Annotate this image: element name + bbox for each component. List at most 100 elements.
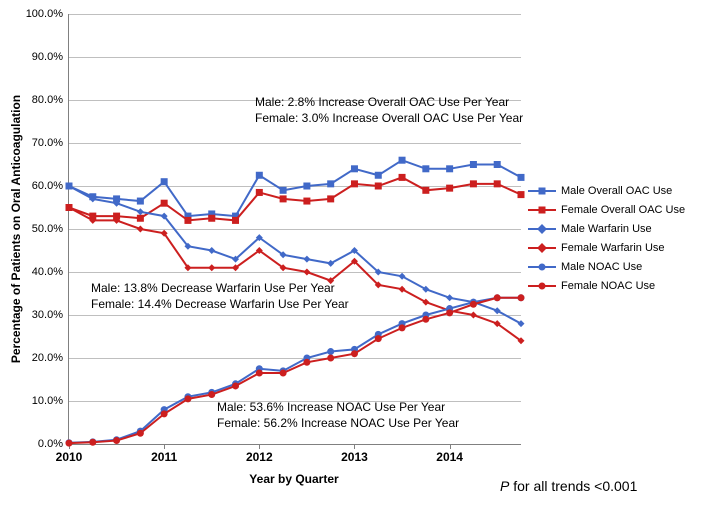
y-tick-label: 40.0% [32, 266, 63, 278]
y-tick-label: 100.0% [26, 8, 63, 20]
legend-label: Female NOAC Use [561, 280, 655, 292]
series-marker [280, 370, 287, 377]
x-tick-label: 2014 [436, 450, 463, 464]
series-marker [327, 348, 334, 355]
legend-marker-icon [539, 188, 546, 195]
series-marker [470, 161, 477, 168]
series-marker [446, 185, 453, 192]
series-marker [351, 350, 358, 357]
legend-label: Female Overall OAC Use [561, 204, 685, 216]
p-value-footnote: P for all trends <0.001 [500, 478, 637, 494]
series-marker [137, 226, 144, 233]
chart-container: 0.0%10.0%20.0%30.0%40.0%50.0%60.0%70.0%8… [0, 0, 709, 515]
legend-marker-icon [539, 283, 546, 290]
series-marker [303, 359, 310, 366]
x-tick-mark [450, 444, 451, 449]
y-tick-label: 80.0% [32, 94, 63, 106]
series-marker [375, 183, 382, 190]
legend-item-male_warfarin: Male Warfarin Use [528, 223, 685, 235]
series-marker [232, 382, 239, 389]
y-tick-label: 70.0% [32, 137, 63, 149]
legend: Male Overall OAC Use Female Overall OAC U… [528, 185, 685, 299]
series-marker [303, 183, 310, 190]
series-marker [399, 324, 406, 331]
series-marker [375, 335, 382, 342]
series-marker [470, 312, 477, 319]
series-marker [208, 247, 215, 254]
series-marker [303, 269, 310, 276]
series-marker [327, 180, 334, 187]
series-marker [137, 215, 144, 222]
y-tick-label: 0.0% [38, 438, 63, 450]
legend-marker-icon [537, 243, 547, 253]
x-tick-label: 2010 [56, 450, 83, 464]
series-marker [303, 198, 310, 205]
series-marker [208, 264, 215, 271]
x-axis-label: Year by Quarter [249, 472, 338, 486]
series-marker [422, 187, 429, 194]
series-marker [446, 294, 453, 301]
series-marker [161, 178, 168, 185]
series-marker [256, 370, 263, 377]
series-marker [518, 174, 525, 181]
series-marker [327, 355, 334, 362]
y-tick-label: 90.0% [32, 51, 63, 63]
plot-area: 0.0%10.0%20.0%30.0%40.0%50.0%60.0%70.0%8… [68, 14, 521, 445]
legend-label: Female Warfarin Use [561, 242, 665, 254]
series-marker [208, 391, 215, 398]
series-marker [470, 180, 477, 187]
series-marker [303, 256, 310, 263]
legend-swatch [528, 266, 556, 268]
x-tick-label: 2013 [341, 450, 368, 464]
series-marker [137, 198, 144, 205]
series-marker [327, 195, 334, 202]
series-marker [446, 309, 453, 316]
legend-swatch [528, 209, 556, 211]
legend-item-female_noac: Female NOAC Use [528, 280, 685, 292]
series-marker [280, 187, 287, 194]
legend-item-female_warfarin: Female Warfarin Use [528, 242, 685, 254]
legend-swatch [528, 190, 556, 192]
series-marker [351, 165, 358, 172]
series-marker [184, 395, 191, 402]
footnote-text: for all trends <0.001 [509, 478, 637, 494]
annotation: Male: 53.6% Increase NOAC Use Per YearFe… [217, 399, 459, 431]
legend-item-female_overall: Female Overall OAC Use [528, 204, 685, 216]
y-tick-label: 60.0% [32, 180, 63, 192]
series-marker [375, 172, 382, 179]
x-tick-label: 2012 [246, 450, 273, 464]
x-tick-mark [164, 444, 165, 449]
series-marker [494, 180, 501, 187]
series-marker [422, 165, 429, 172]
legend-item-male_overall: Male Overall OAC Use [528, 185, 685, 197]
legend-marker-icon [539, 207, 546, 214]
x-tick-mark [259, 444, 260, 449]
series-marker [208, 215, 215, 222]
series-marker [161, 410, 168, 417]
footnote-p: P [500, 478, 509, 494]
series-marker [399, 174, 406, 181]
series-line-female_overall [69, 177, 521, 220]
legend-label: Male Warfarin Use [561, 223, 652, 235]
series-marker [280, 195, 287, 202]
series-marker [256, 189, 263, 196]
x-tick-mark [354, 444, 355, 449]
series-marker [494, 161, 501, 168]
y-tick-label: 50.0% [32, 223, 63, 235]
annotation: Male: 2.8% Increase Overall OAC Use Per … [255, 94, 523, 126]
series-marker [518, 294, 525, 301]
legend-swatch [528, 228, 556, 230]
series-marker [89, 439, 96, 446]
series-svg [69, 14, 521, 444]
series-marker [494, 294, 501, 301]
series-marker [113, 437, 120, 444]
y-axis-label: Percentage of Patients on Oral Anticoagu… [9, 95, 23, 363]
series-marker [422, 316, 429, 323]
series-marker [137, 208, 144, 215]
series-marker [446, 165, 453, 172]
legend-label: Male NOAC Use [561, 261, 642, 273]
legend-swatch [528, 247, 556, 249]
legend-marker-icon [539, 264, 546, 271]
series-marker [137, 430, 144, 437]
series-marker [518, 191, 525, 198]
